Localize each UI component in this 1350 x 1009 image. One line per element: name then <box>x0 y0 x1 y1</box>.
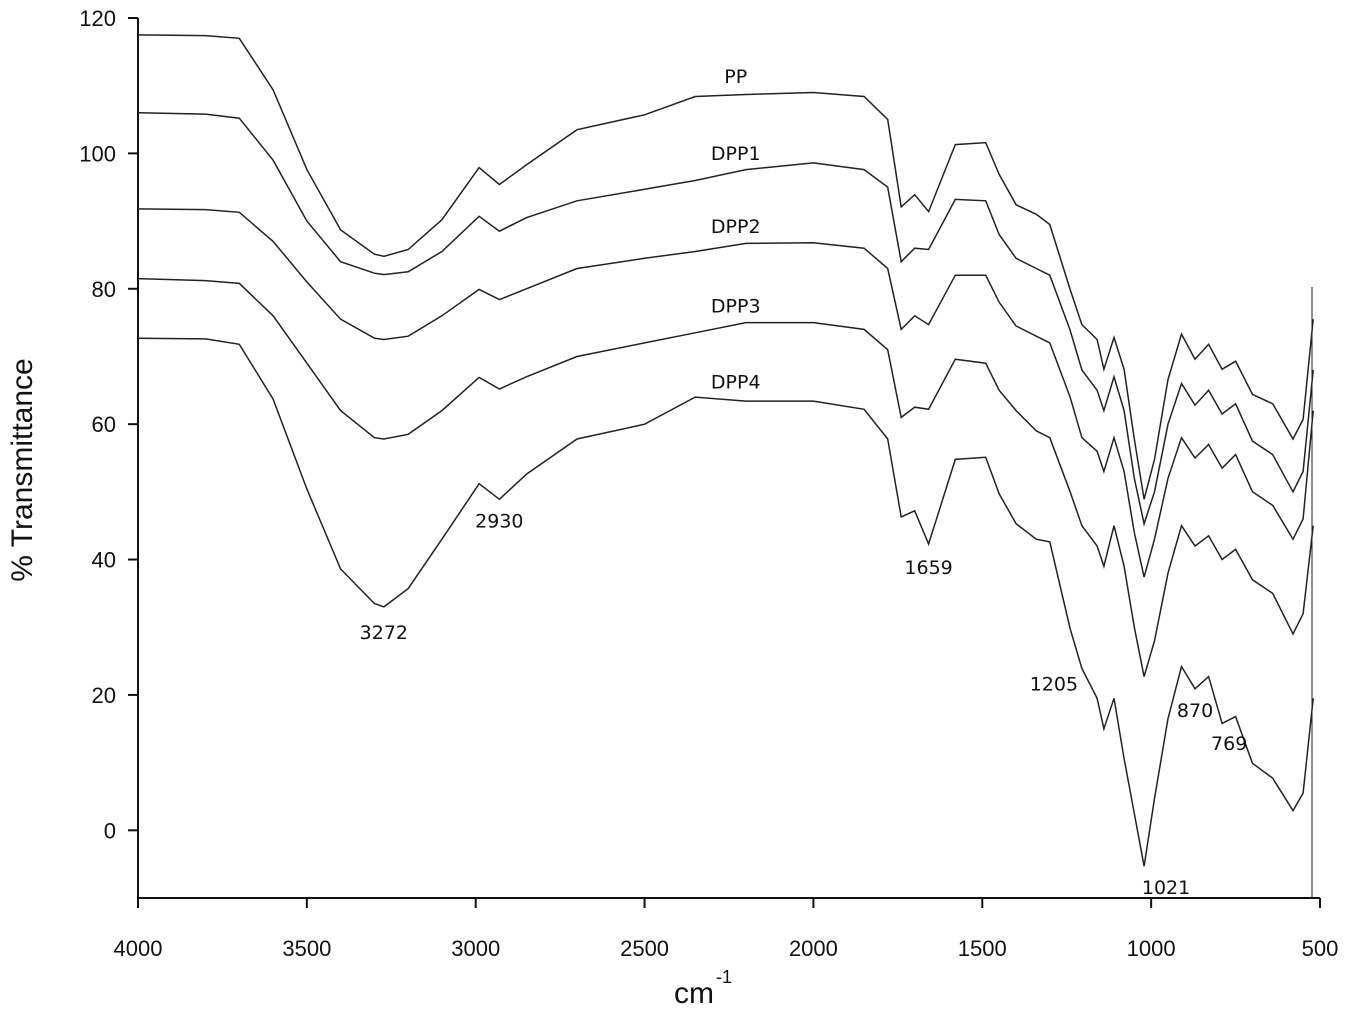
y-tick-label: 80 <box>92 277 116 302</box>
peak-label: 1205 <box>1030 674 1078 696</box>
y-tick-label: 40 <box>92 548 116 573</box>
x-axis-title-superscript: -1 <box>716 967 732 987</box>
x-tick-label: 1500 <box>958 936 1007 961</box>
peak-label: 769 <box>1211 733 1247 755</box>
y-tick-label: 120 <box>79 6 116 31</box>
x-tick-label: 3500 <box>282 936 331 961</box>
spectrum-line <box>137 337 1314 867</box>
peak-label: 2930 <box>475 510 523 532</box>
y-axis-title: % Transmittance <box>6 358 39 581</box>
series-label: DPP2 <box>711 216 761 238</box>
spectrum-line <box>137 277 1314 677</box>
x-tick-label: 3000 <box>451 936 500 961</box>
peak-label: 3272 <box>360 622 408 644</box>
x-tick-label: 2000 <box>789 936 838 961</box>
x-tick-label: 1000 <box>1127 936 1176 961</box>
peak-label: 870 <box>1177 700 1213 722</box>
y-tick-label: 20 <box>92 683 116 708</box>
x-axis-title: cm <box>674 977 714 1009</box>
series-label: PP <box>724 66 747 88</box>
series-label: DPP3 <box>711 296 761 318</box>
peak-label: 1021 <box>1142 877 1190 899</box>
x-tick-label: 500 <box>1302 936 1339 961</box>
series-label: DPP1 <box>711 143 761 165</box>
spectrum-line <box>137 112 1314 527</box>
peak-label: 1659 <box>904 557 952 579</box>
x-tick-label: 2500 <box>620 936 669 961</box>
series-label: DPP4 <box>711 371 761 393</box>
y-tick-label: 100 <box>79 141 116 166</box>
x-tick-label: 4000 <box>114 936 163 961</box>
spectrum-line <box>137 34 1314 500</box>
spectrum-line <box>137 208 1314 578</box>
y-tick-label: 60 <box>92 412 116 437</box>
y-tick-label: 0 <box>104 818 116 843</box>
